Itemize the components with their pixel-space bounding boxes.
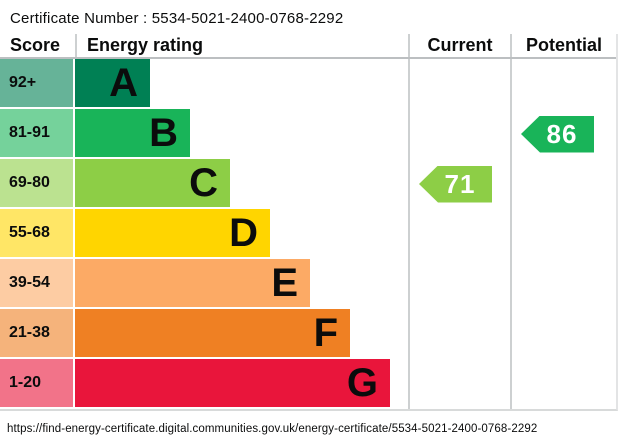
- potential-cell-c: [510, 159, 616, 209]
- potential-cell-e: [510, 259, 616, 309]
- potential-rating-arrow: 86: [521, 115, 594, 153]
- score-range-a: 92+: [0, 59, 73, 107]
- chart-header-row: Score Energy rating Current Potential: [0, 34, 616, 59]
- current-cell-c: 71: [408, 159, 510, 209]
- potential-cell-d: [510, 209, 616, 259]
- current-cell-a: [408, 59, 510, 109]
- current-cell-g: [408, 359, 510, 409]
- band-letter-a: A: [109, 61, 138, 105]
- energy-rating-column-header: Energy rating: [75, 34, 408, 57]
- band-letter-c: C: [189, 161, 218, 205]
- band-letter-e: E: [271, 261, 298, 305]
- current-rating-arrow: 71: [419, 165, 492, 203]
- certificate-url: https://find-energy-certificate.digital.…: [7, 423, 538, 435]
- score-range-g: 1-20: [0, 359, 73, 407]
- band-letter-d: D: [229, 211, 258, 255]
- band-letter-g: G: [346, 361, 378, 405]
- current-column-header: Current: [408, 34, 510, 57]
- score-range-f: 21-38: [0, 309, 73, 357]
- band-letter-f: F: [313, 311, 338, 355]
- current-cell-b: [408, 109, 510, 159]
- band-row-d: 55-68 D: [0, 209, 616, 259]
- certificate-number: Certificate Number : 5534-5021-2400-0768…: [10, 10, 344, 27]
- band-row-f: 21-38 F: [0, 309, 616, 359]
- potential-rating-value: 86: [546, 118, 578, 149]
- band-bar-g: G: [75, 359, 390, 407]
- band-row-a: 92+ A: [0, 59, 616, 109]
- score-column-header: Score: [10, 35, 61, 55]
- band-bar-d: D: [75, 209, 270, 257]
- band-bar-b: B: [75, 109, 190, 157]
- score-range-c: 69-80: [0, 159, 73, 207]
- score-range-d: 55-68: [0, 209, 73, 257]
- energy-rating-chart: Score Energy rating Current Potential 92…: [0, 34, 618, 411]
- band-letter-b: B: [149, 111, 178, 155]
- score-range-e: 39-54: [0, 259, 73, 307]
- band-row-e: 39-54 E: [0, 259, 616, 309]
- band-row-b: 81-91 B 86: [0, 109, 616, 159]
- potential-column-header: Potential: [510, 34, 616, 57]
- score-range-b: 81-91: [0, 109, 73, 157]
- potential-cell-g: [510, 359, 616, 409]
- band-bar-f: F: [75, 309, 350, 357]
- band-bar-e: E: [75, 259, 310, 307]
- current-cell-d: [408, 209, 510, 259]
- current-cell-e: [408, 259, 510, 309]
- potential-cell-a: [510, 59, 616, 109]
- potential-cell-f: [510, 309, 616, 359]
- current-rating-value: 71: [444, 168, 476, 199]
- potential-cell-b: 86: [510, 109, 616, 159]
- band-bar-a: A: [75, 59, 150, 107]
- band-row-g: 1-20 G: [0, 359, 616, 409]
- band-row-c: 69-80 C 71: [0, 159, 616, 209]
- band-bar-c: C: [75, 159, 230, 207]
- current-cell-f: [408, 309, 510, 359]
